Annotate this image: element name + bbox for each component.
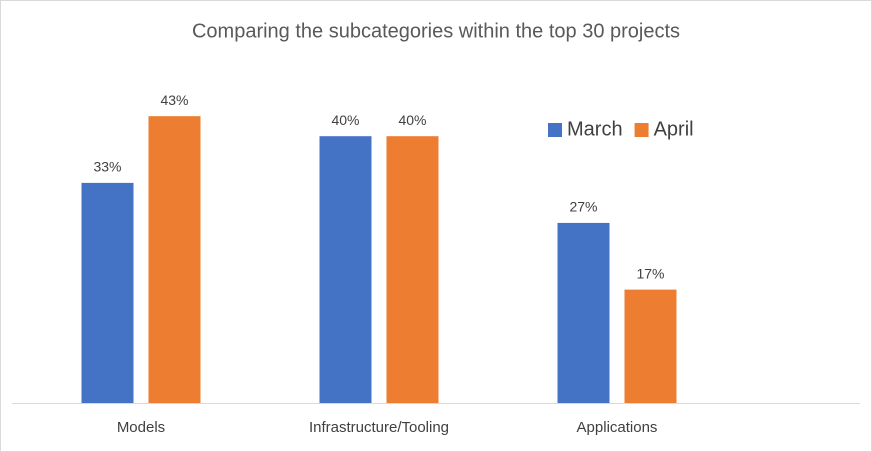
legend-swatch [548,123,562,137]
legend-swatch [634,123,649,137]
data-label: 40% [398,112,426,128]
legend-label: March [567,118,623,140]
legend-label: April [654,118,694,140]
bar [81,182,134,403]
chart-title: Comparing the subcategories within the t… [192,20,680,42]
data-label: 27% [569,199,597,215]
x-tick-label: Infrastructure/Tooling [309,419,449,436]
bar [319,136,372,403]
data-label: 33% [93,159,121,175]
bar [386,136,439,403]
bar [148,116,201,403]
data-label: 43% [160,92,188,108]
bar [624,289,677,403]
x-tick-label: Models [117,419,165,436]
data-label: 17% [636,265,664,281]
bar [557,222,610,403]
x-tick-label: Applications [577,419,658,436]
data-label: 40% [331,112,359,128]
